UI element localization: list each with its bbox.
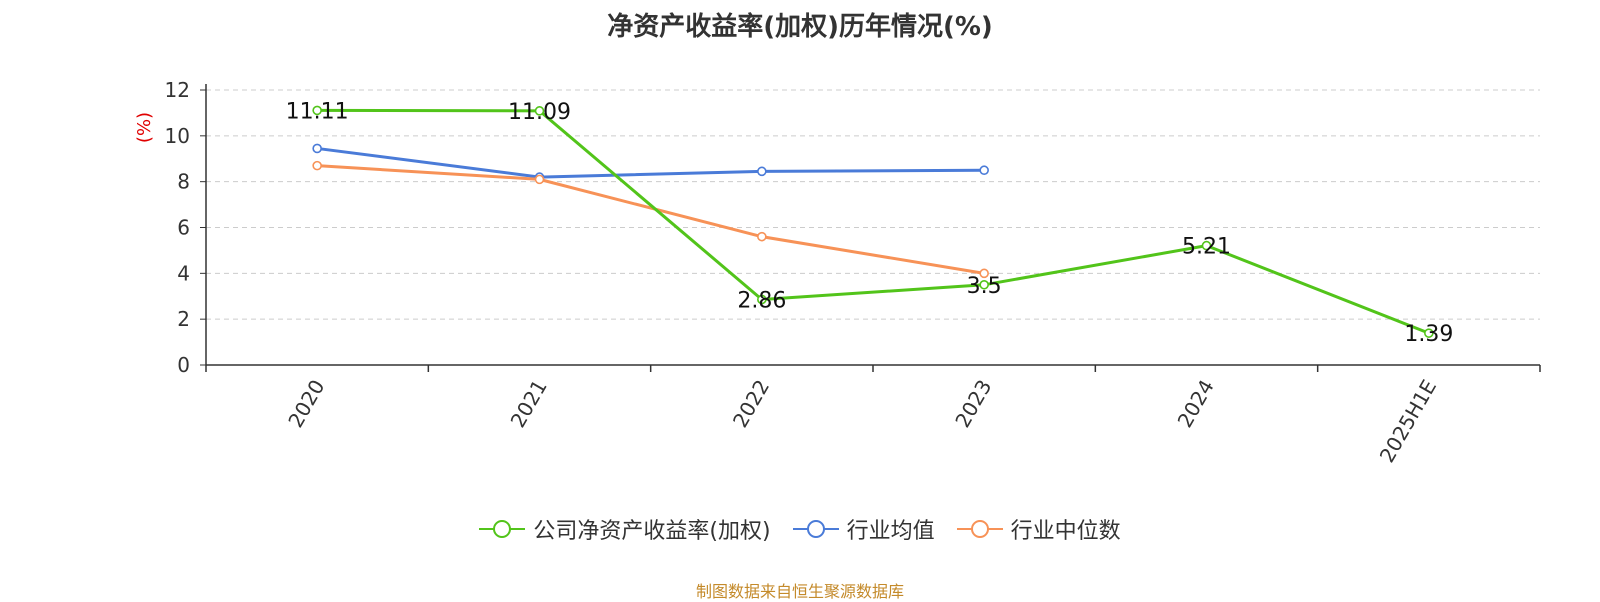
- x-tick-label: 2022: [728, 376, 774, 432]
- y-tick-label: 12: [165, 78, 190, 102]
- legend-item-industry-mean[interactable]: 行业均值: [792, 513, 935, 545]
- legend-label: 公司净资产收益率(加权): [533, 519, 771, 544]
- legend-label: 行业均值: [846, 519, 935, 544]
- data-point: [979, 268, 989, 279]
- y-tick-label: 10: [165, 124, 190, 148]
- data-point: [757, 294, 767, 305]
- data-label: 5.21: [1182, 235, 1231, 260]
- chart-title: 净资产收益率(加权)历年情况(%): [607, 12, 993, 42]
- data-point: [312, 143, 322, 154]
- legend-marker-icon: [792, 520, 839, 538]
- data-label: 2.86: [737, 288, 786, 313]
- legend-item-company[interactable]: 公司净资产收益率(加权): [479, 513, 771, 545]
- data-point: [312, 105, 322, 116]
- data-label: 1.39: [1404, 322, 1453, 347]
- series-line: [316, 146, 985, 179]
- data-point: [534, 174, 545, 185]
- data-label: 3.5: [967, 274, 1002, 299]
- data-source-footer: 制图数据来自恒生聚源数据库: [695, 582, 904, 601]
- y-tick-label: 8: [177, 170, 190, 194]
- legend-item-industry-median[interactable]: 行业中位数: [956, 513, 1121, 545]
- legend-marker-icon: [479, 520, 526, 538]
- x-tick-label: 2023: [950, 376, 996, 432]
- legend-label: 行业中位数: [1010, 519, 1121, 544]
- data-point: [1201, 240, 1212, 251]
- data-point: [757, 166, 767, 177]
- y-tick-label: 0: [177, 353, 190, 377]
- legend-marker-icon: [956, 520, 1003, 538]
- data-label: 11.09: [508, 100, 571, 125]
- data-point: [979, 165, 989, 176]
- data-point: [757, 231, 767, 242]
- x-tick-label: 2025H1E: [1375, 376, 1441, 467]
- data-point: [1424, 328, 1434, 338]
- data-label: 11.11: [286, 99, 349, 124]
- data-point: [312, 160, 322, 171]
- y-tick-label: 6: [177, 216, 190, 240]
- y-tick-label: 2: [177, 307, 190, 331]
- data-point: [534, 106, 545, 116]
- y-tick-label: 4: [177, 261, 190, 285]
- series-line: [317, 108, 1430, 335]
- legend: 公司净资产收益率(加权) 行业均值 行业中位数: [0, 513, 1600, 545]
- data-point: [979, 279, 989, 290]
- x-tick-label: 2020: [283, 376, 329, 432]
- series-line: [317, 164, 985, 275]
- x-tick-label: 2024: [1173, 376, 1219, 432]
- y-axis-label: (%): [134, 112, 155, 143]
- x-tick-label: 2021: [506, 376, 552, 432]
